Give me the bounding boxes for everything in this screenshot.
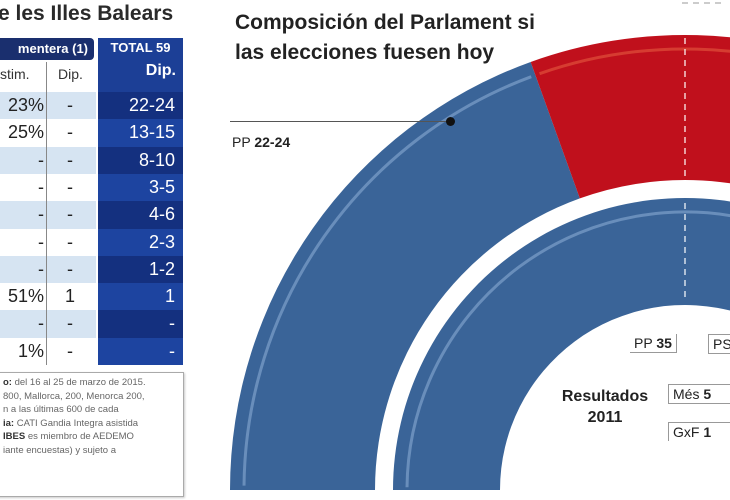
estim-cell: 25% bbox=[7, 122, 44, 143]
dip-cell: - bbox=[67, 95, 73, 115]
note-line: 800, Mallorca, 200, Menorca 200, bbox=[3, 390, 145, 402]
estim-cell: - bbox=[38, 313, 44, 334]
estim-cell: - bbox=[38, 176, 44, 197]
estim-cell: - bbox=[38, 231, 44, 252]
note-line: IBES es miembro de AEDEMO bbox=[3, 431, 134, 442]
header-group: mentera (1) bbox=[0, 38, 94, 60]
table-row: --- bbox=[0, 310, 183, 338]
estim-cell: - bbox=[38, 149, 44, 170]
total-cell: 1 bbox=[98, 283, 183, 311]
ring-1-stripe-0 bbox=[405, 210, 730, 488]
table-row: - - 3-5 bbox=[0, 173, 183, 202]
ring-1-segment-0 bbox=[393, 198, 730, 490]
table-row: 51% 1 1 bbox=[0, 283, 183, 311]
header-dip: Dip. bbox=[58, 66, 83, 82]
result-psoe: PSOE bbox=[708, 334, 730, 354]
total-cell: 2-3 bbox=[98, 228, 183, 256]
leader-line bbox=[230, 121, 450, 122]
table-row: - - 2-3 bbox=[0, 228, 183, 256]
ring-0-segment-0 bbox=[230, 61, 580, 490]
row-bg bbox=[0, 310, 96, 338]
estim-cell: 23% bbox=[7, 95, 44, 115]
table-row: 1% - - bbox=[0, 337, 183, 366]
total-cell: 13-15 bbox=[98, 119, 183, 147]
note-line: n a las últimas 600 de cada bbox=[3, 404, 119, 415]
dip-cell: - bbox=[67, 313, 73, 334]
result-mes: Més 5 bbox=[668, 384, 730, 404]
table-row: 23% - 22-24 bbox=[0, 92, 183, 120]
result-pp: PP 35 bbox=[630, 334, 677, 353]
dip-cell: 1 bbox=[64, 286, 75, 307]
row-bg bbox=[0, 283, 96, 311]
total-cell: 22-24 bbox=[98, 92, 183, 120]
dip-cell: - bbox=[67, 258, 73, 279]
row-bg bbox=[0, 146, 96, 175]
row-bg bbox=[0, 92, 96, 120]
table-title: e les Illes Balears bbox=[0, 2, 174, 25]
dip-cell: - bbox=[67, 231, 73, 252]
dip-cell: - bbox=[67, 122, 73, 143]
note-line: ia: CATI Gandia Integra asistida bbox=[3, 417, 139, 429]
row-bg bbox=[0, 119, 96, 147]
total-cell: 4-6 bbox=[98, 201, 183, 229]
row-bg bbox=[0, 173, 96, 202]
ring-0-segment-1 bbox=[530, 35, 730, 199]
estim-cell: - bbox=[38, 204, 44, 225]
estim-cell: 51% bbox=[7, 286, 44, 307]
header-estim: stim. bbox=[0, 66, 30, 82]
table-row: - - 4-6 bbox=[0, 201, 183, 229]
leader-dot bbox=[446, 117, 455, 126]
note-line: o: del 16 al 25 de marzo de 2015. bbox=[3, 377, 146, 388]
dip-cell: - bbox=[67, 204, 73, 225]
row-bg bbox=[0, 255, 96, 284]
total-cell: 3-5 bbox=[98, 173, 183, 202]
result-gxf: GxF 1 bbox=[668, 422, 730, 441]
header-total: TOTAL 59 bbox=[110, 40, 171, 55]
estim-cell: 1% bbox=[17, 340, 44, 361]
table-row: 25% - 13-15 bbox=[0, 119, 183, 147]
table-row: - - 1-2 bbox=[0, 255, 183, 284]
table-row: - - 8-10 bbox=[0, 146, 183, 175]
row-bg bbox=[0, 201, 96, 229]
total-cell: - bbox=[98, 310, 183, 338]
row-bg bbox=[0, 228, 96, 256]
ring-0-stripe-1 bbox=[539, 47, 730, 76]
methodology-note: o: del 16 al 25 de marzo de 2015. 800, Ma… bbox=[0, 372, 184, 497]
dip-cell: - bbox=[67, 340, 73, 361]
note-line: iante encuestas) y sujeto a bbox=[3, 444, 117, 456]
total-cell: 8-10 bbox=[98, 146, 183, 175]
estim-cell: - bbox=[38, 258, 44, 279]
header-total-dip: Dip. bbox=[145, 62, 176, 79]
dip-cell: - bbox=[67, 176, 73, 197]
pp-estimate-label: PP 22-24 bbox=[232, 134, 291, 150]
total-cell: - bbox=[98, 337, 183, 366]
results-title: Resultados 2011 bbox=[561, 388, 649, 426]
total-cell: 1-2 bbox=[98, 255, 183, 284]
column-divider bbox=[46, 62, 47, 365]
ring-0-stripe-0 bbox=[242, 75, 532, 486]
row-bg bbox=[0, 337, 96, 366]
dip-cell: - bbox=[67, 149, 73, 170]
chart-title: Composición del Parlament si las eleccio… bbox=[235, 11, 535, 64]
